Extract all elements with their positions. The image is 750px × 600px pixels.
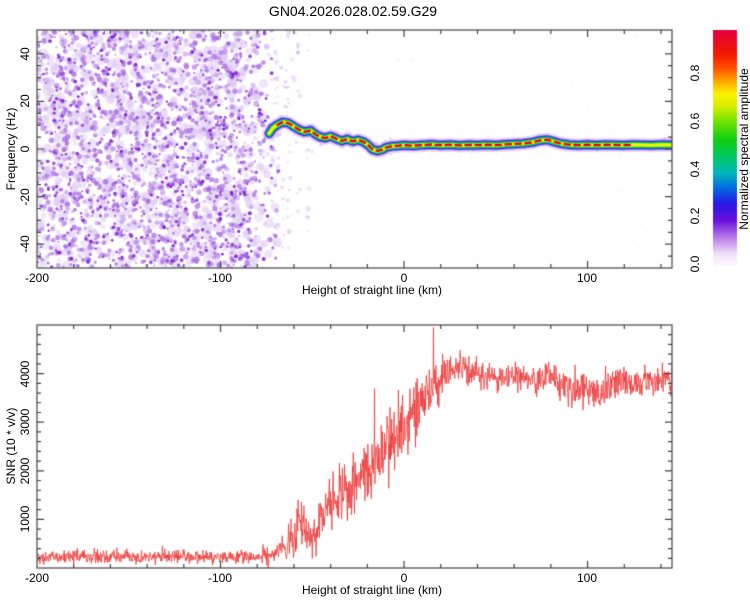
colorbar-tick-0.8: 0.8 xyxy=(688,64,702,82)
bottom-y-tick-1000: 1000 xyxy=(18,505,32,533)
top-y-tick-40: 40 xyxy=(18,47,32,61)
bottom-y-tick-4000: 4000 xyxy=(18,360,32,388)
bottom-x-tick--200: -200 xyxy=(24,571,50,585)
colorbar-tick-0.6: 0.6 xyxy=(688,112,702,130)
bottom-y-axis-label: SNR (10 * v/v) xyxy=(4,407,18,485)
top-x-tick--100: -100 xyxy=(207,271,233,285)
bottom-x-axis-label: Height of straight line (km) xyxy=(301,583,443,597)
bottom-y-tick-2000: 2000 xyxy=(18,457,32,485)
colorbar-label: Normalized spectral amplitude xyxy=(737,68,750,230)
top-x-tick--200: -200 xyxy=(24,271,50,285)
bottom-y-tick-3000: 3000 xyxy=(18,408,32,436)
top-y-axis-label: Frequency (Hz) xyxy=(4,107,18,191)
top-x-axis-label: Height of straight line (km) xyxy=(301,283,443,297)
figure-title: GN04.2026.028.02.59.G29 xyxy=(268,3,438,19)
top-y-tick--40: -40 xyxy=(18,235,32,253)
colorbar-tick-0.4: 0.4 xyxy=(688,160,702,178)
bottom-x-tick-100: 100 xyxy=(576,571,598,585)
colorbar-tick-0.0: 0.0 xyxy=(688,255,702,273)
top-x-tick-100: 100 xyxy=(576,271,598,285)
top-y-tick--20: -20 xyxy=(18,188,32,206)
top-y-tick-20: 20 xyxy=(18,94,32,108)
bottom-x-tick-0: 0 xyxy=(400,571,408,585)
top-y-tick-0: 0 xyxy=(18,145,32,153)
top-x-tick-0: 0 xyxy=(400,271,408,285)
bottom-x-tick--100: -100 xyxy=(207,571,233,585)
colorbar-tick-0.2: 0.2 xyxy=(688,207,702,225)
